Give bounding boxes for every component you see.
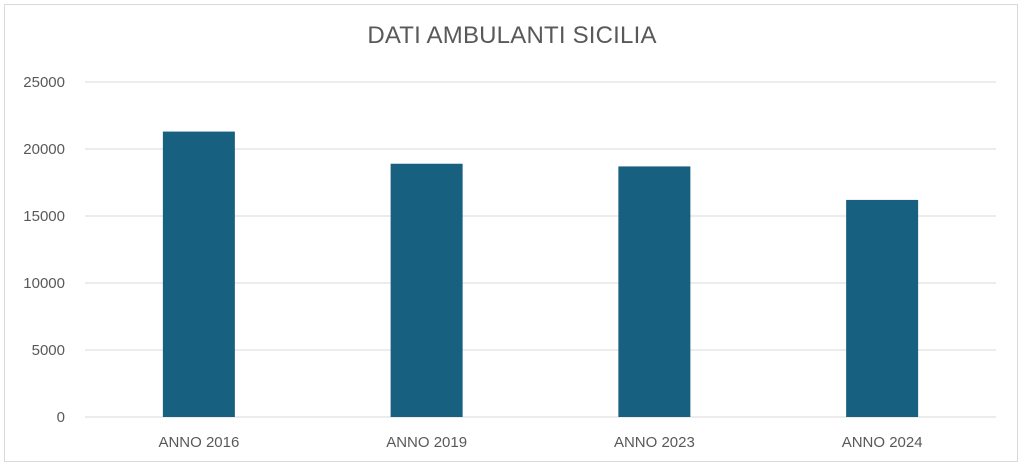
bar-anno-2019 [390, 163, 463, 417]
y-axis-ticks: 0 5000 10000 15000 20000 25000 [23, 74, 65, 426]
x-tick-label: ANNO 2016 [158, 434, 239, 451]
chart-title: DATI AMBULANTI SICILIA [367, 22, 657, 49]
x-tick-label: ANNO 2019 [386, 434, 467, 451]
bar-anno-2024 [846, 199, 919, 417]
y-tick-label: 10000 [23, 275, 65, 292]
y-tick-label: 15000 [23, 208, 65, 225]
y-tick-label: 0 [57, 409, 65, 426]
x-axis-ticks: ANNO 2016 ANNO 2019 ANNO 2023 ANNO 2024 [158, 434, 922, 451]
gridlines [85, 81, 996, 418]
bar-anno-2016 [162, 131, 235, 417]
y-tick-label: 25000 [23, 74, 65, 91]
y-tick-label: 5000 [32, 342, 65, 359]
x-tick-label: ANNO 2023 [614, 434, 695, 451]
x-tick-label: ANNO 2024 [842, 434, 923, 451]
bars [162, 131, 919, 417]
bar-anno-2023 [618, 166, 691, 417]
y-tick-label: 20000 [23, 141, 65, 158]
